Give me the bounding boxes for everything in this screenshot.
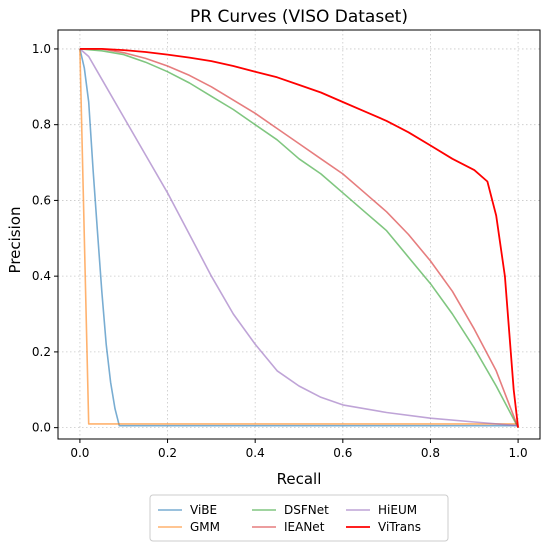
legend-label-gmm: GMM <box>190 520 220 534</box>
x-tick-label: 0.6 <box>333 446 352 460</box>
x-tick-label: 1.0 <box>509 446 528 460</box>
series-line-dsfnet <box>79 48 519 428</box>
legend-label-ieanet: IEANet <box>284 520 325 534</box>
series-line-gmm <box>79 48 519 425</box>
x-tick-label: 0.4 <box>246 446 265 460</box>
legend-label-hieum: HiEUM <box>378 503 417 517</box>
x-tick-label: 0.8 <box>421 446 440 460</box>
x-axis: 0.0 0.2 0.4 0.6 0.8 1.0 <box>70 439 528 460</box>
x-axis-label: Recall <box>277 470 322 488</box>
series-line-hieum <box>79 48 519 427</box>
series-line-vibe <box>79 48 519 427</box>
y-tick-label: 1.0 <box>32 42 51 56</box>
legend-box <box>149 494 449 542</box>
legend-label-vitrans: ViTrans <box>378 520 421 534</box>
series-line-ieanet <box>79 48 519 428</box>
series-lines <box>79 48 519 428</box>
y-tick-label: 0.2 <box>32 345 51 359</box>
legend-label-dsfnet: DSFNet <box>284 503 329 517</box>
y-axis: 0.0 0.2 0.4 0.6 0.8 1.0 <box>32 42 58 435</box>
series-line-vitrans <box>79 48 519 428</box>
legend: ViBE GMM DSFNet IEANet HiEUM ViTrans <box>149 494 449 542</box>
legend-label-vibe: ViBE <box>190 503 217 517</box>
y-axis-label: Precision <box>6 207 24 274</box>
y-tick-label: 0.8 <box>32 118 51 132</box>
x-tick-label: 0.2 <box>158 446 177 460</box>
x-tick-label: 0.0 <box>70 446 89 460</box>
chart-title: PR Curves (VISO Dataset) <box>190 7 408 27</box>
y-tick-label: 0.0 <box>32 421 51 435</box>
y-tick-label: 0.6 <box>32 193 51 207</box>
y-tick-label: 0.4 <box>32 269 51 283</box>
grid-lines <box>58 30 540 439</box>
plot-frame <box>57 29 541 440</box>
